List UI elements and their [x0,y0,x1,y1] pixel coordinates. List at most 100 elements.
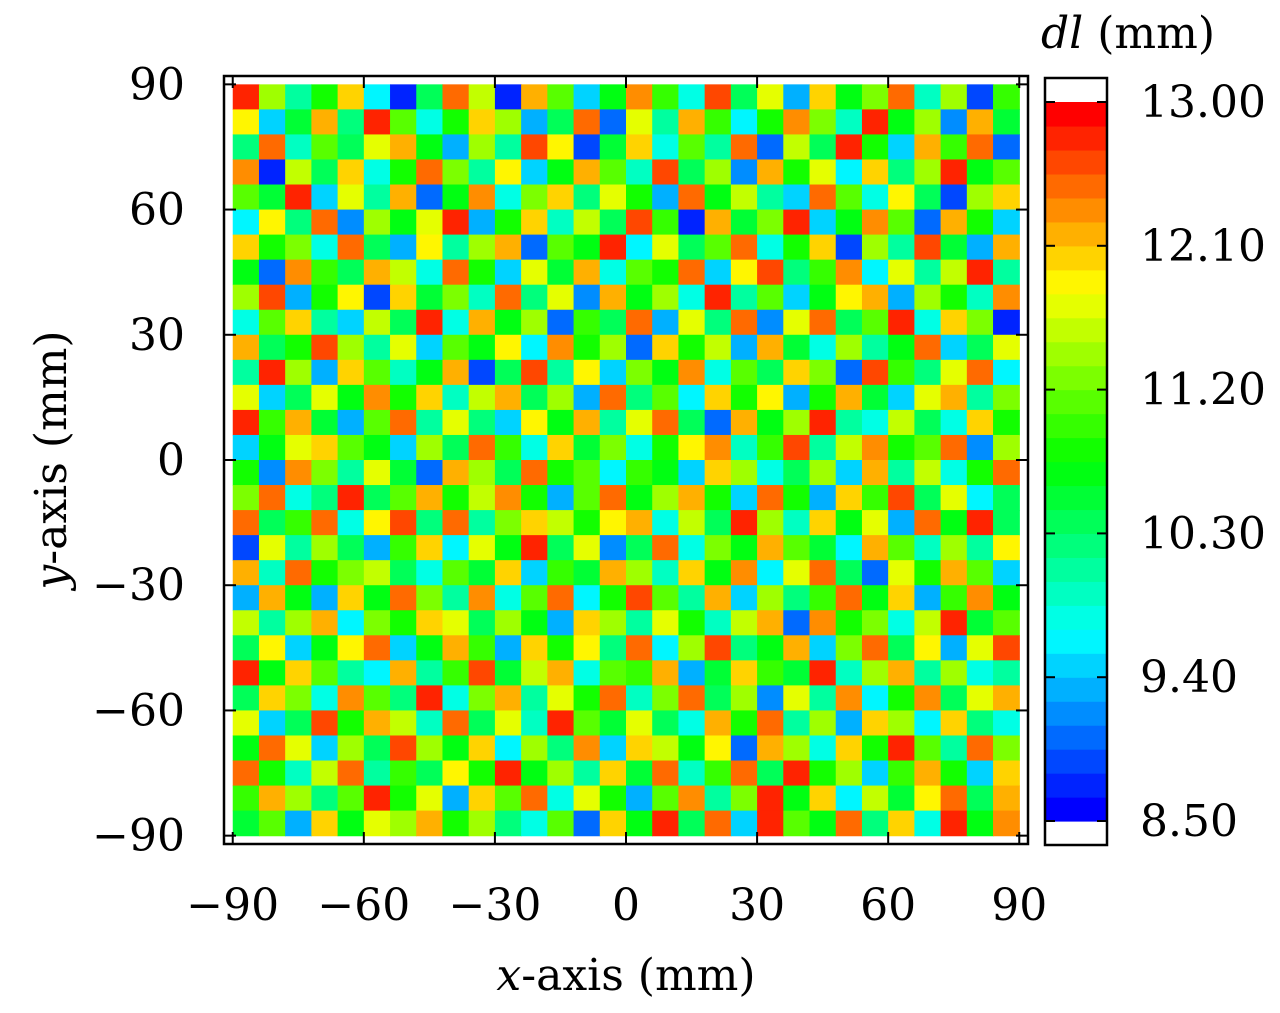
heatmap-cell [468,610,496,636]
heatmap-cell [363,660,391,686]
heatmap-cell [652,485,680,511]
heatmap-cell [232,384,260,411]
heatmap-cell [914,560,942,586]
heatmap-cell [914,710,942,737]
heatmap-cell [940,334,968,361]
heatmap-cell [757,635,784,661]
heatmap-cell [966,109,994,136]
heatmap-cell [468,259,496,286]
heatmap-cell [888,109,915,136]
heatmap-cell [363,785,391,812]
heatmap-cell [258,109,286,136]
heatmap-cell [390,535,417,561]
heatmap-cell [993,760,1020,787]
heatmap-cell [993,510,1020,536]
heatmap-cell [652,785,680,812]
colorbar-segment [1045,509,1107,534]
heatmap-cell [258,735,286,762]
heatmap-cell [573,760,601,787]
heatmap-cell [704,460,732,486]
colorbar-segment [1045,749,1107,774]
heatmap-cell [861,159,889,186]
heatmap-cell [573,159,601,186]
heatmap-cell [311,184,339,211]
heatmap-cell [363,334,391,361]
heatmap-cell [547,209,575,236]
heatmap-cell [494,209,522,236]
heatmap-cell [966,685,994,712]
heatmap-cell [416,84,444,110]
heatmap-cell [704,635,732,661]
heatmap-cell [678,710,706,737]
heatmap-cell [966,810,994,837]
heatmap-cell [494,460,522,486]
heatmap-cell [914,610,942,636]
heatmap-cell [258,384,286,411]
heatmap-cell [337,660,365,686]
colorbar-segment [1045,461,1107,487]
heatmap-cell [416,685,444,712]
heatmap-cell [678,610,706,636]
heatmap-cell [390,660,417,686]
heatmap-cell [888,234,915,261]
heatmap-cell [809,159,837,186]
heatmap-cell [494,334,522,361]
heatmap-cell [704,84,732,110]
heatmap-cell [783,535,811,561]
heatmap-cell [704,510,732,536]
heatmap-cell [599,585,627,611]
heatmap-cell [914,635,942,661]
heatmap-cell [547,710,575,737]
heatmap-cell [521,485,548,511]
heatmap-cell [311,485,339,511]
heatmap-cell [966,259,994,286]
heatmap-cell [232,184,260,211]
heatmap-cell [704,810,732,837]
heatmap-cell [599,760,627,787]
heatmap-cell [547,409,575,436]
heatmap-cell [757,510,784,536]
y-tick-label: 0 [157,435,185,486]
heatmap-cell [468,384,496,411]
heatmap-cell [652,460,680,486]
heatmap-cell [232,660,260,686]
heatmap-cell [940,309,968,336]
heatmap-cell [337,785,365,812]
heatmap-cell [993,134,1020,161]
heatmap-cell [311,209,339,236]
heatmap-cell [521,785,548,812]
heatmap-cell [521,685,548,712]
heatmap-cell [940,585,968,611]
heatmap-cell [704,434,732,461]
heatmap-cell [337,560,365,586]
heatmap-cell [652,585,680,611]
heatmap-cell [468,785,496,812]
heatmap-cell [835,84,863,110]
heatmap-cell [468,535,496,561]
heatmap-cell [652,134,680,161]
heatmap-cell [547,384,575,411]
heatmap-cell [494,109,522,136]
heatmap-cell [678,535,706,561]
heatmap-cell [232,510,260,536]
heatmap-cell [285,434,312,461]
heatmap-cell [521,384,548,411]
heatmap-cell [390,585,417,611]
heatmap-cell [835,810,863,837]
heatmap-cell [966,735,994,762]
heatmap-cell [521,359,548,386]
heatmap-cell [835,710,863,737]
heatmap-cell [678,84,706,110]
heatmap-cell [494,84,522,110]
heatmap-cell [521,309,548,336]
heatmap-cell [416,560,444,586]
heatmap-cell [966,434,994,461]
heatmap-cell [311,384,339,411]
heatmap-cell [730,560,758,586]
heatmap-cell [914,209,942,236]
heatmap-cell [993,234,1020,261]
heatmap-cell [258,535,286,561]
heatmap-cell [232,84,260,110]
heatmap-cell [442,259,470,286]
heatmap-cell [494,735,522,762]
